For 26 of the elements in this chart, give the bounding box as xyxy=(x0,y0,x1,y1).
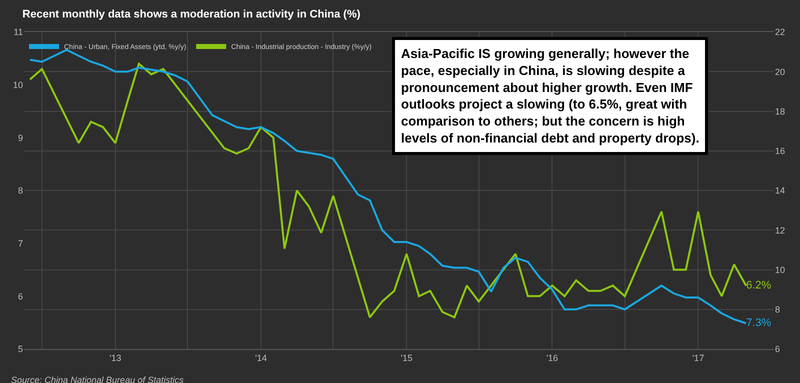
y-tick-label: 5 xyxy=(18,344,23,354)
y2-tick-label: 14 xyxy=(775,186,786,196)
y-tick-label: 11 xyxy=(14,27,23,38)
x-tick-label: '14 xyxy=(255,352,267,363)
y2-tick-label: 22 xyxy=(775,27,786,38)
y2-tick-label: 16 xyxy=(775,146,786,156)
y-tick-label: 10 xyxy=(12,80,23,90)
x-tick-label: '17 xyxy=(692,352,704,363)
x-tick-label: '16 xyxy=(546,352,558,363)
y2-tick-label: 10 xyxy=(775,264,786,275)
y-tick-label: 7 xyxy=(18,238,23,248)
x-tick-label: '15 xyxy=(400,352,412,363)
data-label: 7.3% xyxy=(746,316,772,329)
y2-tick-label: 8 xyxy=(775,304,780,315)
y-tick-label: 8 xyxy=(18,186,23,196)
y2-tick-label: 18 xyxy=(775,106,786,116)
annotation: Asia-Pacific IS growing generally; however the pace, especially in China, is slowing despite a pronouncement about higher growth. Even IMF outlooks project a slowing (to 6.5%, great with comparison to others; but the concern is high levels of non-financial debt and property drops). xyxy=(401,46,700,146)
data-label: 6.2% xyxy=(746,279,772,292)
y2-tick-label: 20 xyxy=(775,66,786,77)
source-note: Source: China National Bureau of Statistics xyxy=(11,375,184,383)
y2-tick-label: 6 xyxy=(775,344,780,354)
x-tick-label: '13 xyxy=(109,352,122,363)
y-tick-label: 6 xyxy=(18,291,23,302)
chart-title: Recent monthly data shows a moderation in activity in China (%) xyxy=(22,8,361,20)
y-tick-label: 9 xyxy=(18,132,23,143)
y2-tick-label: 12 xyxy=(775,225,786,236)
